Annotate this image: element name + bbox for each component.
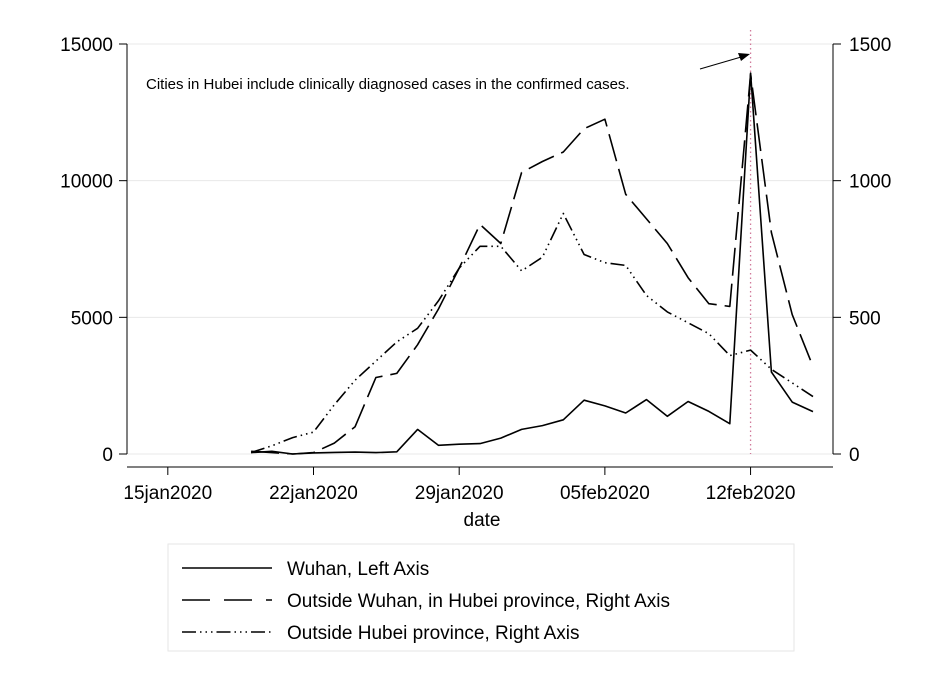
x-tick-label-05feb2020: 05feb2020	[560, 483, 650, 504]
x-tick-label-29jan2020: 29jan2020	[415, 483, 504, 504]
legend: Wuhan, Left Axis Outside Wuhan, in Hubei …	[167, 543, 795, 652]
x-axis-title: date	[464, 510, 501, 531]
gridlines	[127, 43, 833, 455]
right-tick-label-1000: 1000	[849, 172, 891, 193]
left-tick-label-10000: 10000	[60, 172, 113, 193]
series-line-1	[251, 72, 814, 455]
right-y-ticks: 0 500 1000 1500	[833, 35, 891, 466]
series-line-2	[251, 73, 814, 455]
annotation: Cities in Hubei include clinically diagn…	[146, 53, 750, 93]
right-tick-label-0: 0	[849, 445, 860, 466]
axes	[126, 44, 834, 468]
legend-box	[167, 543, 795, 652]
series-line-3	[250, 212, 814, 454]
left-tick-label-0: 0	[102, 445, 113, 466]
x-tick-label-12feb2020: 12feb2020	[706, 483, 796, 504]
right-tick-label-1500: 1500	[849, 35, 891, 56]
x-tick-label-22jan2020: 22jan2020	[269, 483, 358, 504]
legend-items: Wuhan, Left Axis Outside Wuhan, in Hubei …	[182, 559, 670, 644]
legend-label-2: Outside Wuhan, in Hubei province, Right …	[287, 591, 670, 612]
left-tick-label-15000: 15000	[60, 35, 113, 56]
series-lines	[250, 72, 814, 455]
x-ticks: 15jan2020 22jan2020 29jan2020 05feb2020 12fe…	[123, 467, 795, 504]
legend-label-3: Outside Hubei province, Right Axis	[287, 623, 580, 644]
left-tick-label-5000: 5000	[71, 308, 113, 329]
annotation-text: Cities in Hubei include clinically diagn…	[146, 76, 630, 93]
annotation-arrow-head	[738, 53, 750, 61]
x-tick-label-15jan2020: 15jan2020	[123, 483, 212, 504]
left-y-ticks: 0 5000 10000 15000	[60, 35, 127, 466]
right-tick-label-500: 500	[849, 308, 881, 329]
legend-label-1: Wuhan, Left Axis	[287, 559, 429, 580]
